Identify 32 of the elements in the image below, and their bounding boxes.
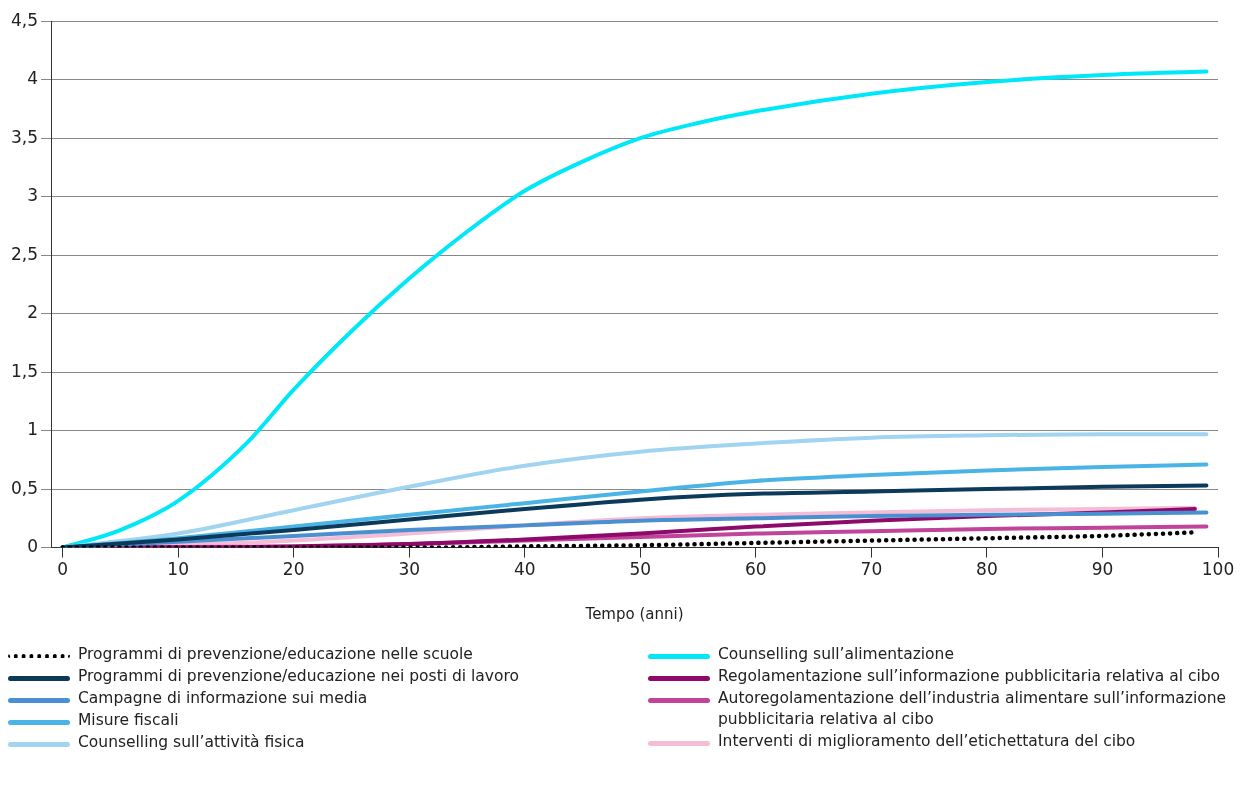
legend-label: Misure fiscali	[78, 710, 179, 731]
y-tick-label: 0	[27, 536, 39, 557]
x-tick-label: 20	[282, 559, 305, 580]
line-series	[60, 432, 1209, 548]
legend-label: Campagne di informazione sui media	[78, 688, 368, 709]
x-tick-label: 100	[1201, 559, 1235, 580]
legend-label: Interventi di miglioramento dell’etichettatura del cibo	[718, 731, 1136, 752]
x-tick-label: 90	[1091, 559, 1114, 580]
x-tick-label: 30	[398, 559, 421, 580]
x-tick-label: 80	[976, 559, 998, 580]
y-tick-label: 4	[27, 68, 39, 89]
x-tick-label: 70	[860, 559, 883, 580]
legend-label: Programmi di prevenzione/educazione nei posti di lavoro	[78, 666, 520, 687]
legend-label: Programmi di prevenzione/educazione nelle scuole	[78, 644, 473, 665]
x-tick-label: 60	[745, 559, 767, 580]
legend-label: Counselling sull’attività fisica	[78, 732, 305, 753]
legend-label: Counselling sull’alimentazione	[718, 644, 954, 665]
y-tick-label: 2,5	[10, 243, 39, 264]
y-tick-label: 1,5	[10, 360, 39, 381]
x-tick-label: 0	[57, 559, 68, 580]
y-tick-label: 4,5	[10, 9, 39, 30]
y-tick-label: 0,5	[10, 477, 39, 498]
legend-label: Regolamentazione sull’informazione pubblicitaria relativa al cibo	[718, 666, 1221, 687]
y-tick-label: 3	[27, 185, 39, 206]
y-tick-label: 2	[27, 302, 39, 323]
x-tick-label: 10	[167, 559, 189, 580]
legend-label: Autoregolamentazione dell’industria alimentare sull’informazione pubblicitaria relativa al cibo	[718, 688, 1228, 730]
y-tick-label: 3,5	[10, 126, 39, 147]
x-tick-label: 50	[629, 559, 652, 580]
x-tick-label: 40	[513, 559, 536, 580]
y-tick-label: 1	[27, 419, 39, 440]
x-axis-title: Tempo (anni)	[584, 604, 684, 623]
